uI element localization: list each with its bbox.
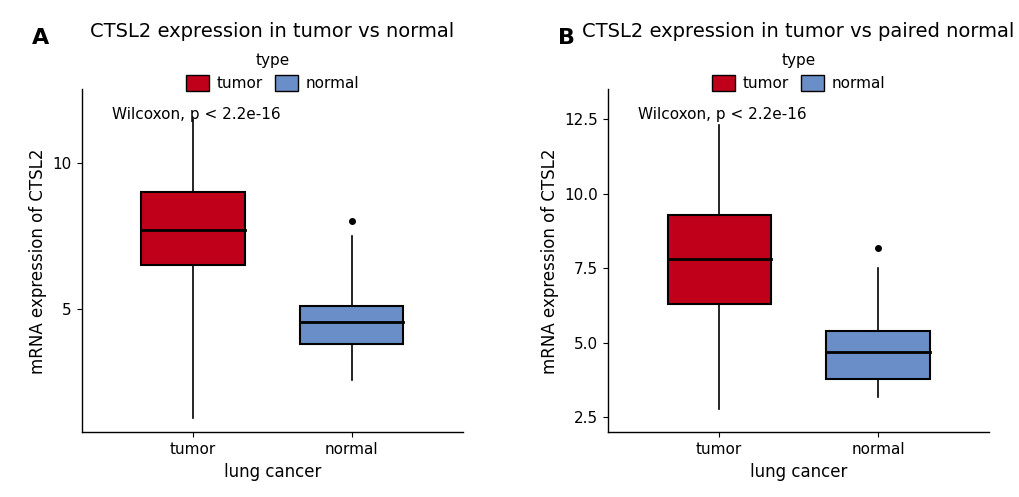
Bar (825, 331, 929, 379)
Text: B: B (557, 28, 575, 48)
X-axis label: lung cancer: lung cancer (749, 463, 847, 481)
Legend: tumor, normal: tumor, normal (711, 53, 884, 91)
Bar (666, 215, 770, 304)
Bar (141, 192, 245, 265)
Text: Wilcoxon, p < 2.2e-16: Wilcoxon, p < 2.2e-16 (638, 107, 806, 122)
Title: CTSL2 expression in tumor vs paired normal: CTSL2 expression in tumor vs paired norm… (582, 22, 1014, 41)
Text: A: A (32, 28, 49, 48)
Bar (300, 306, 404, 344)
Y-axis label: mRNA expression of CTSL2: mRNA expression of CTSL2 (30, 148, 47, 374)
X-axis label: lung cancer: lung cancer (223, 463, 321, 481)
Legend: tumor, normal: tumor, normal (185, 53, 359, 91)
Title: CTSL2 expression in tumor vs normal: CTSL2 expression in tumor vs normal (90, 22, 454, 41)
Text: Wilcoxon, p < 2.2e-16: Wilcoxon, p < 2.2e-16 (112, 107, 280, 122)
Y-axis label: mRNA expression of CTSL2: mRNA expression of CTSL2 (540, 148, 558, 374)
